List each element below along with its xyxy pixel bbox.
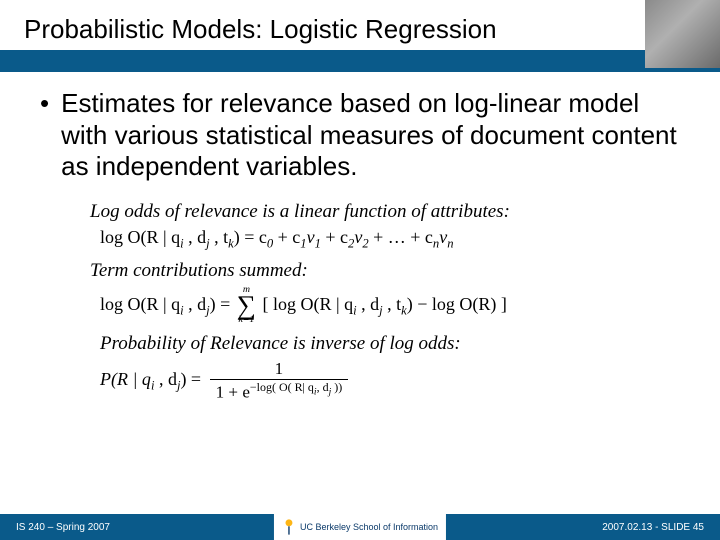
f2-lhs: log O(R | q — [100, 294, 180, 314]
f3-exp-m: , d — [317, 380, 329, 394]
formula-3: P(R | qi , dj) = 1 1 + e−log( O( R| qi, … — [100, 359, 680, 403]
f1-p1: + c — [273, 227, 300, 247]
bullet-item: • Estimates for relevance based on log-l… — [40, 88, 680, 183]
f2-close: ) − log O(R) ] — [407, 294, 507, 314]
footer-left: IS 240 – Spring 2007 — [16, 522, 110, 533]
footer-center: UC Berkeley School of Information — [274, 514, 446, 540]
bullet-text: Estimates for relevance based on log-lin… — [61, 88, 680, 183]
bullet-marker: • — [40, 88, 49, 119]
f3-exp: −log( O( R| qi, dj )) — [250, 380, 342, 394]
f1-eq: ) = c — [234, 227, 267, 247]
summation-icon: m ∑ k=1 — [237, 286, 256, 325]
f1-p3: + … + c — [369, 227, 433, 247]
header-accent-bar — [0, 50, 720, 72]
berkeley-logo-icon — [282, 518, 296, 536]
frac-num: 1 — [269, 359, 290, 379]
slide-footer: IS 240 – Spring 2007 UC Berkeley School … — [0, 514, 720, 540]
f1-vns: n — [447, 237, 453, 251]
f3-lhs: P(R | q — [100, 369, 151, 389]
formula-2: log O(R | qi , dj) = m ∑ k=1 [ log O(R |… — [100, 286, 680, 325]
f2-m1: , d — [184, 294, 207, 314]
caption-3: Probability of Relevance is inverse of l… — [100, 333, 680, 355]
sum-bot: k=1 — [238, 316, 254, 325]
slide-title: Probabilistic Models: Logistic Regressio… — [0, 0, 720, 45]
f1-v1: v — [307, 227, 315, 247]
footer-right: 2007.02.13 - SLIDE 45 — [602, 522, 704, 533]
f3-exp-a: −log( O( R| q — [250, 380, 314, 394]
f1-mid2: , t — [210, 227, 229, 247]
f3-exp-c: )) — [331, 380, 342, 394]
f3-den-a: 1 + e — [216, 383, 250, 402]
slide-header: Probabilistic Models: Logistic Regressio… — [0, 0, 720, 60]
f2-eq: ) = — [210, 294, 235, 314]
f1-p2: + c — [321, 227, 348, 247]
caption-2: Term contributions summed: — [90, 260, 680, 282]
caption-1: Log odds of relevance is a linear functi… — [90, 201, 680, 223]
formula-1: log O(R | qi , dj , tk) = c0 + c1v1 + c2… — [100, 227, 680, 252]
sigma-symbol: ∑ — [237, 295, 256, 317]
f1-mid1: , d — [184, 227, 207, 247]
header-photo-placeholder — [645, 0, 720, 68]
frac-den: 1 + e−log( O( R| qi, dj )) — [210, 380, 349, 403]
f2-m2: , d — [357, 294, 380, 314]
f3-m1: , d — [154, 369, 177, 389]
f2-br: [ log O(R | q — [263, 294, 354, 314]
fraction: 1 1 + e−log( O( R| qi, dj )) — [210, 359, 349, 403]
formula-section: Log odds of relevance is a linear functi… — [90, 201, 680, 403]
footer-center-text: UC Berkeley School of Information — [300, 522, 438, 532]
f2-m3: , t — [383, 294, 402, 314]
slide-content: • Estimates for relevance based on log-l… — [0, 60, 720, 403]
f3-eq: ) = — [180, 369, 205, 389]
f1-lhs: log O(R | q — [100, 227, 180, 247]
